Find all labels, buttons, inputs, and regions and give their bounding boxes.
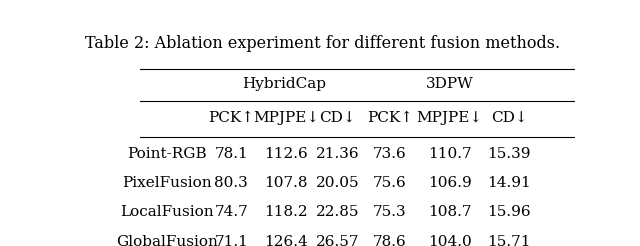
Text: 126.4: 126.4 (264, 235, 308, 246)
Text: HybridCap: HybridCap (243, 77, 326, 91)
Text: 3DPW: 3DPW (426, 77, 474, 91)
Text: 104.0: 104.0 (428, 235, 472, 246)
Text: 71.1: 71.1 (214, 235, 248, 246)
Text: 108.7: 108.7 (428, 205, 471, 219)
Text: 75.3: 75.3 (373, 205, 407, 219)
Text: GlobalFusion: GlobalFusion (116, 235, 218, 246)
Text: 118.2: 118.2 (264, 205, 308, 219)
Text: MPJPE↓: MPJPE↓ (253, 111, 319, 125)
Text: MPJPE↓: MPJPE↓ (417, 111, 483, 125)
Text: 15.96: 15.96 (487, 205, 531, 219)
Text: LocalFusion: LocalFusion (120, 205, 214, 219)
Text: 112.6: 112.6 (264, 147, 308, 161)
Text: Point-RGB: Point-RGB (127, 147, 207, 161)
Text: 22.85: 22.85 (316, 205, 360, 219)
Text: PixelFusion: PixelFusion (122, 176, 212, 190)
Text: PCK↑: PCK↑ (208, 111, 254, 125)
Text: Table 2: Ablation experiment for different fusion methods.: Table 2: Ablation experiment for differe… (85, 35, 560, 52)
Text: PCK↑: PCK↑ (367, 111, 413, 125)
Text: 107.8: 107.8 (264, 176, 308, 190)
Text: CD↓: CD↓ (491, 111, 527, 125)
Text: 78.1: 78.1 (214, 147, 248, 161)
Text: 14.91: 14.91 (487, 176, 531, 190)
Text: 26.57: 26.57 (316, 235, 360, 246)
Text: 15.39: 15.39 (487, 147, 531, 161)
Text: 15.71: 15.71 (487, 235, 531, 246)
Text: 73.6: 73.6 (373, 147, 407, 161)
Text: 20.05: 20.05 (316, 176, 360, 190)
Text: 78.6: 78.6 (373, 235, 407, 246)
Text: 106.9: 106.9 (428, 176, 472, 190)
Text: 75.6: 75.6 (373, 176, 407, 190)
Text: 80.3: 80.3 (214, 176, 248, 190)
Text: 74.7: 74.7 (214, 205, 248, 219)
Text: 110.7: 110.7 (428, 147, 471, 161)
Text: CD↓: CD↓ (319, 111, 356, 125)
Text: 21.36: 21.36 (316, 147, 360, 161)
